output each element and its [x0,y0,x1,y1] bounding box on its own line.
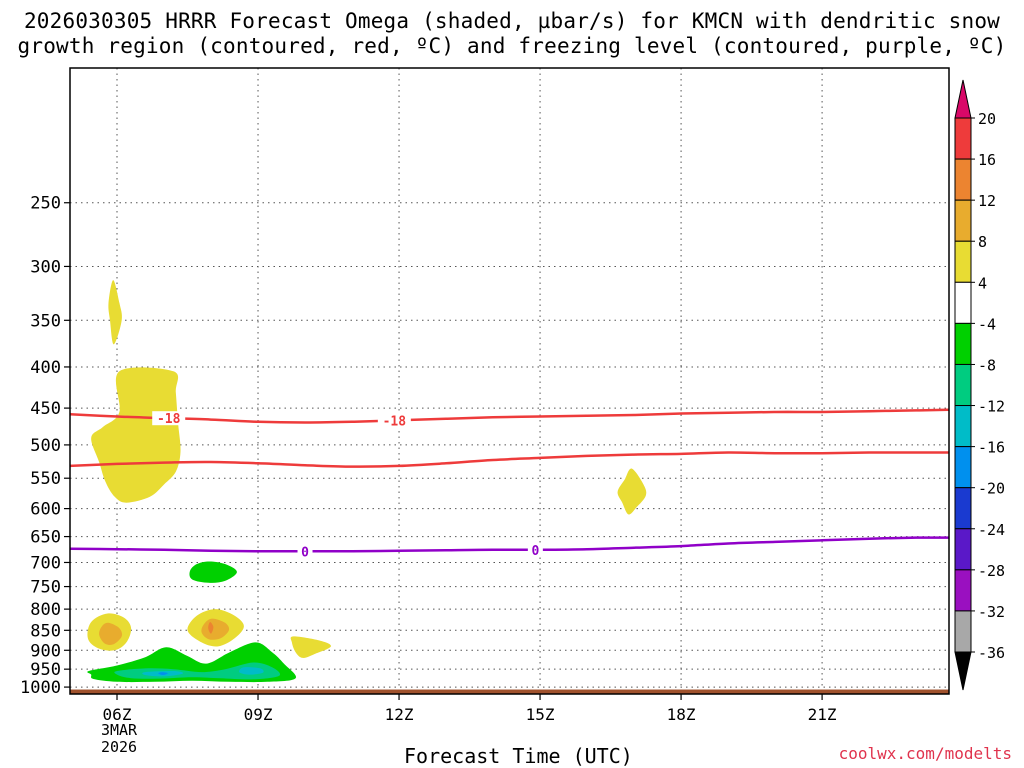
colorbar-swatch-bottom-arrow [954,651,972,691]
freezing-level-0-label-1: 0 [531,544,539,559]
downward-blue-core [158,672,168,676]
terrain-fill [70,689,949,694]
upward-orange-mid [201,618,230,640]
colorbar-swatch-12 [954,569,972,612]
y-tick-label-350: 350 [30,311,61,331]
date-year: 2026 [100,738,138,756]
gridlines [70,68,949,694]
colorbar-label-8: -16 [978,439,1005,457]
x-axis-title: Forecast Time (UTC) [404,744,633,768]
colorbar-swatch-5 [954,281,972,324]
colorbar-label-0: 20 [978,110,996,128]
y-tick-label-850: 850 [30,621,61,641]
colorbar-swatch-10 [954,487,972,530]
freezing-level-0-label-bg-0 [297,544,313,559]
colorbar-swatch-4 [954,240,972,283]
x-tick-label-09Z: 09Z [244,705,273,724]
y-tick-label-550: 550 [30,469,61,489]
upward-yellow-right [617,468,647,515]
freezing-level-0-label-0: 0 [301,545,309,560]
y-tick-label-400: 400 [30,358,61,378]
freezing-level-0-line [70,536,949,553]
colorbar-swatch-11 [954,528,972,571]
dgz-bottom-minus12-line [70,451,949,468]
y-tick-label-700: 700 [30,553,61,573]
credit-link[interactable]: coolwx.com/modelts [838,744,1012,763]
chart-title-line-1: 2026030305 HRRR Forecast Omega (shaded, … [23,9,1001,33]
colorbar-swatch-8 [954,405,972,448]
colorbar-label-13: -36 [978,644,1005,662]
y-tick-label-450: 450 [30,399,61,419]
upward-yellow-upper [91,367,181,503]
colorbar-swatch-3 [954,199,972,242]
colorbar-label-4: 4 [978,274,987,292]
colorbar-swatch-6 [954,322,972,365]
downward-cyan-low-2 [239,667,264,675]
upward-yellow-small-low [290,636,331,658]
colorbar-label-9: -20 [978,480,1005,498]
y-tick-label-300: 300 [30,257,61,277]
colorbar: 20 16 12 8 4 -4 -8 -12 -16 -20 -24 -28 -32 -36 [954,79,1005,691]
x-tick-label-06Z: 06Z [103,705,132,724]
x-tick-label-18Z: 18Z [667,705,696,724]
dgz-top-minus18-line [70,408,949,424]
colorbar-swatch-2 [954,158,972,201]
y-tick-label-1000: 1000 [20,678,61,698]
y-tick-label-900: 900 [30,641,61,661]
omega-shading [87,280,647,683]
dgz-top-minus18-label-bg-1 [377,413,411,428]
chart-title-line-2: growth region (contoured, red, ºC) and f… [17,34,1007,58]
x-tick-label-21Z: 21Z [808,705,837,724]
y-tick-label-950: 950 [30,660,61,680]
upward-yellow-small-top [108,280,122,345]
colorbar-swatch-top-arrow [954,79,972,119]
dgz-top-minus18-label-0: -18 [157,412,181,427]
y-tick-label-650: 650 [30,528,61,548]
colorbar-label-6: -8 [978,356,996,374]
colorbar-swatch-7 [954,363,972,407]
upward-darkorange-mid [208,621,214,634]
contour-lines [70,408,949,553]
colorbar-swatch-13 [954,610,972,653]
x-tick-label-15Z: 15Z [526,705,555,724]
colorbar-label-7: -12 [978,398,1005,416]
y-tick-label-600: 600 [30,500,61,520]
y-tick-label-800: 800 [30,600,61,620]
colorbar-label-11: -28 [978,562,1005,580]
upward-orange-left [99,622,123,645]
colorbar-label-5: -4 [978,315,996,333]
downward-green-mid [189,561,237,583]
y-tick-label-750: 750 [30,578,61,598]
colorbar-label-12: -32 [978,603,1005,621]
colorbar-label-10: -24 [978,521,1005,539]
x-axis: 06Z 09Z 12Z 15Z 18Z 21Z [103,694,837,724]
dgz-top-minus18-label-bg-0 [152,411,186,426]
plot-area [70,68,949,694]
colorbar-label-3: 8 [978,233,987,251]
y-tick-label-250: 250 [30,194,61,214]
contour-labels: -18 -18 0 0 [152,411,543,560]
freezing-level-0-label-bg-1 [527,542,543,557]
colorbar-swatch-1 [954,117,972,160]
date-block: 3MAR 2026 [94,722,144,756]
colorbar-label-1: 16 [978,151,996,169]
colorbar-label-2: 12 [978,192,996,210]
date-month: 3MAR [100,721,138,739]
dgz-top-minus18-label-1: -18 [383,414,407,429]
plot-frame [69,67,950,695]
x-tick-label-12Z: 12Z [385,705,414,724]
y-tick-label-500: 500 [30,436,61,456]
colorbar-swatch-9 [954,446,972,489]
y-axis: 2503003504004505005506006507007508008509… [20,194,70,698]
terrain-ground [70,689,949,694]
